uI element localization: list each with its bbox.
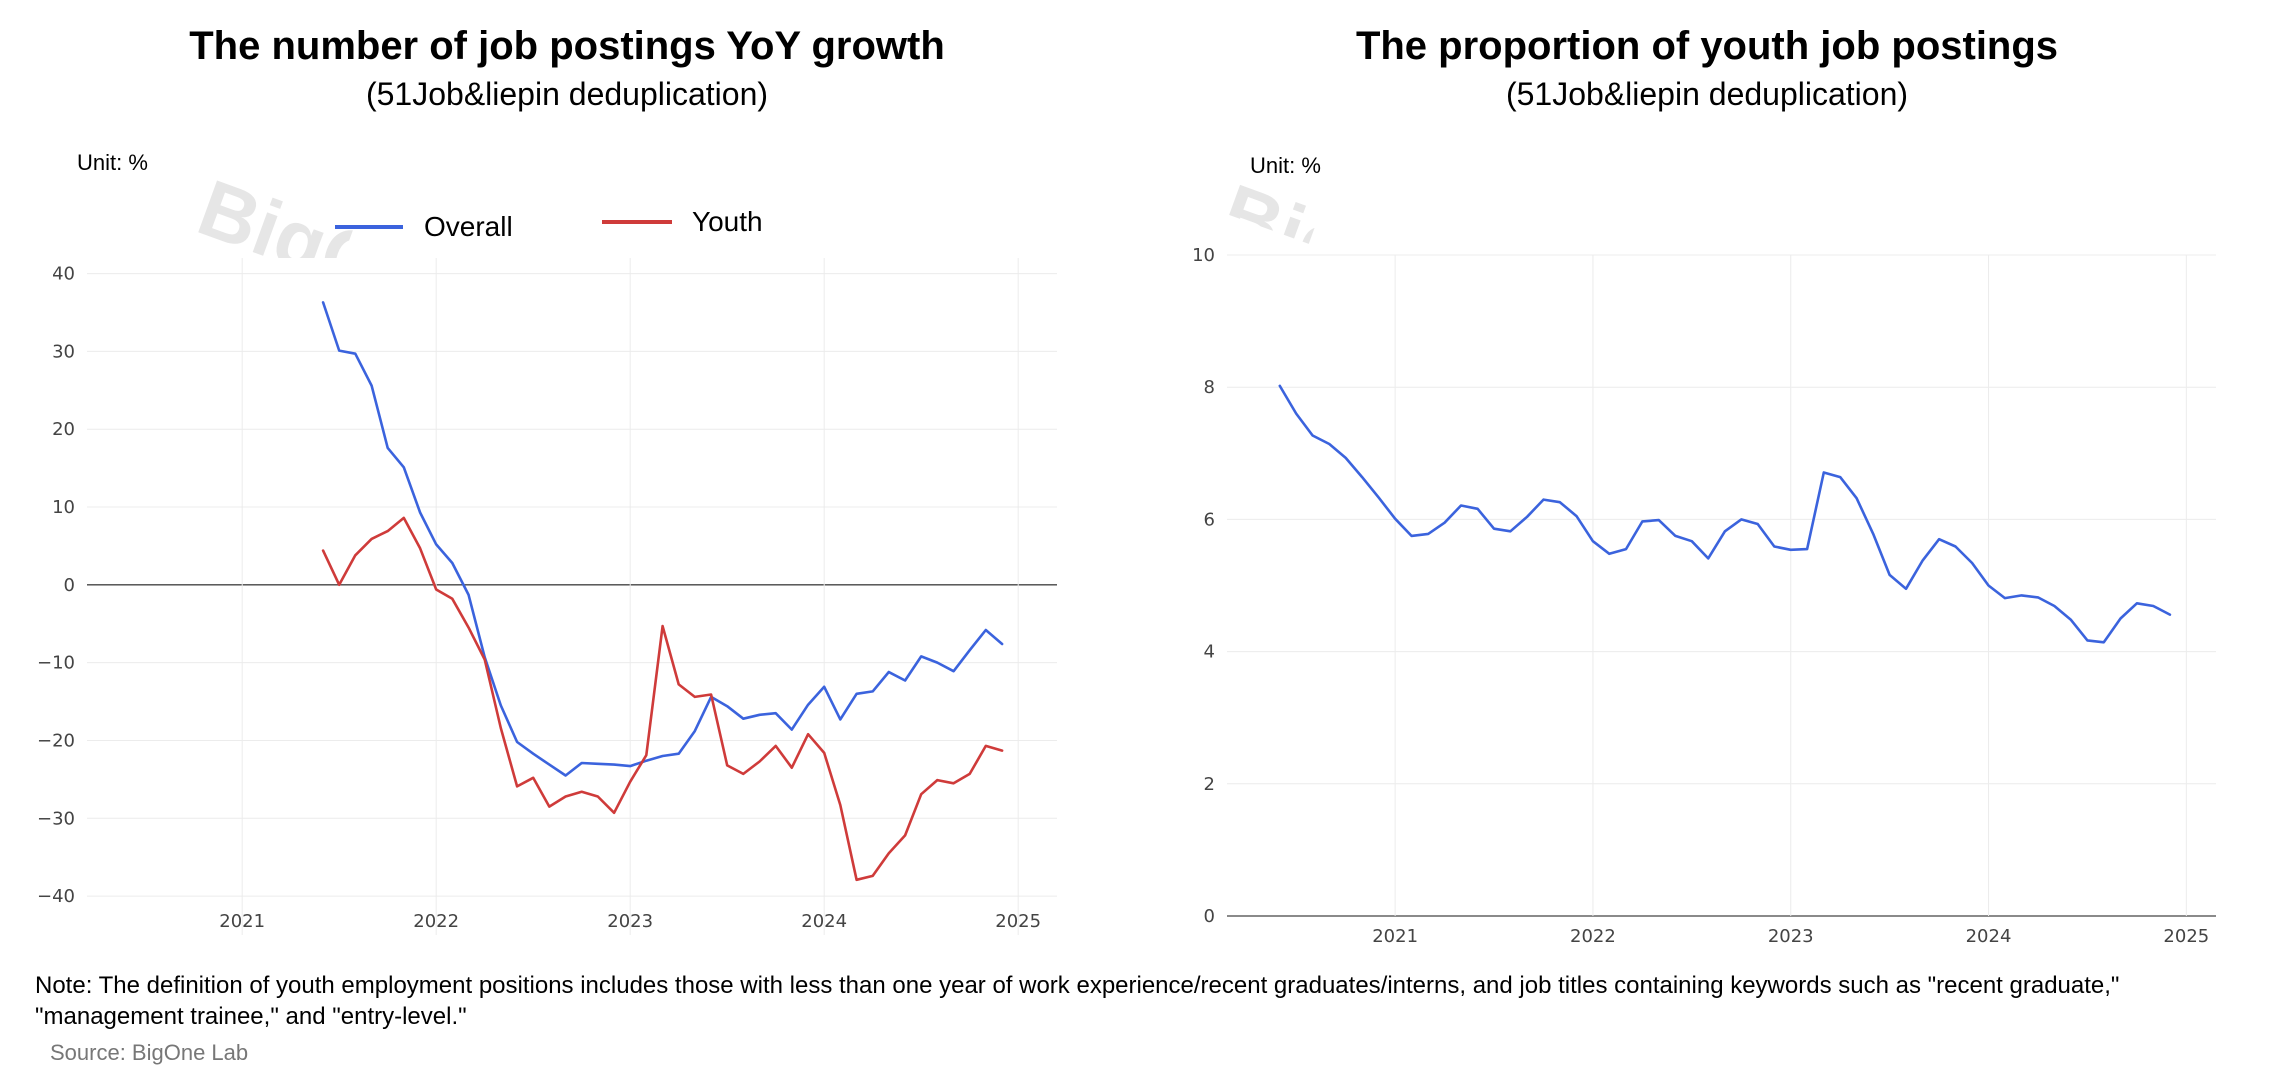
youth-proportion-plot: 10 8 6 4 2 0 2021 2022 2023 2024 2025 [1192,245,2216,947]
y-tick-label: 8 [1204,377,1215,398]
x-tick-label: 2021 [219,911,265,932]
x-tick-label: 2024 [801,911,847,932]
y-tick-label: −40 [37,886,75,907]
plot-area [1227,255,2216,916]
y-tick-label: 10 [1192,245,1215,266]
y-tick-label: 10 [52,497,75,518]
x-tick-label: 2023 [1768,926,1814,947]
x-tick-label: 2023 [607,911,653,932]
y-tick-label: 0 [1204,906,1215,927]
unit-label: Unit: % [77,150,148,175]
youth-proportion-chart-panel: The proportion of youth job postings (51… [1138,0,2276,960]
chart-title: The proportion of youth job postings [1355,24,2059,68]
chart-subtitle: (51Job&liepin deduplication) [1505,76,1909,112]
x-tick-label: 2022 [1570,926,1616,947]
y-tick-label: 30 [52,341,75,362]
y-tick-label: 40 [52,264,75,285]
series-line-overall [321,301,1004,777]
chart-subtitle: (51Job&liepin deduplication) [365,76,769,112]
y-tick-label: −10 [37,653,75,674]
y-tick-label: 0 [64,575,75,596]
y-tick-label: 6 [1204,509,1215,530]
chart-title: The number of job postings YoY growth [189,24,945,68]
series-line-youth-share [1278,384,2172,644]
legend-label-overall: Overall [424,211,513,242]
plot-area [87,258,1057,935]
yoy-growth-chart-panel: The number of job postings YoY growth (5… [0,0,1138,960]
yoy-growth-plot: 40 30 20 10 0 −10 −20 −30 −40 2021 2022 2023 2024 202… [37,206,1057,935]
unit-label: Unit: % [1250,153,1321,178]
y-tick-label: 20 [52,419,75,440]
y-tick-label: 4 [1204,642,1215,663]
legend-label-youth: Youth [692,206,763,237]
x-tick-label: 2024 [1966,926,2012,947]
x-tick-label: 2022 [413,911,459,932]
y-tick-label: −30 [37,808,75,829]
footnote: Note: The definition of youth employment… [35,972,2120,1030]
x-tick-label: 2025 [2163,926,2209,947]
y-tick-label: 2 [1204,774,1215,795]
x-tick-label: 2021 [1372,926,1418,947]
x-tick-label: 2025 [995,911,1041,932]
source-label: Source: BigOne Lab [50,1040,249,1065]
y-tick-label: −20 [37,730,75,751]
series-line-youth [321,516,1004,882]
